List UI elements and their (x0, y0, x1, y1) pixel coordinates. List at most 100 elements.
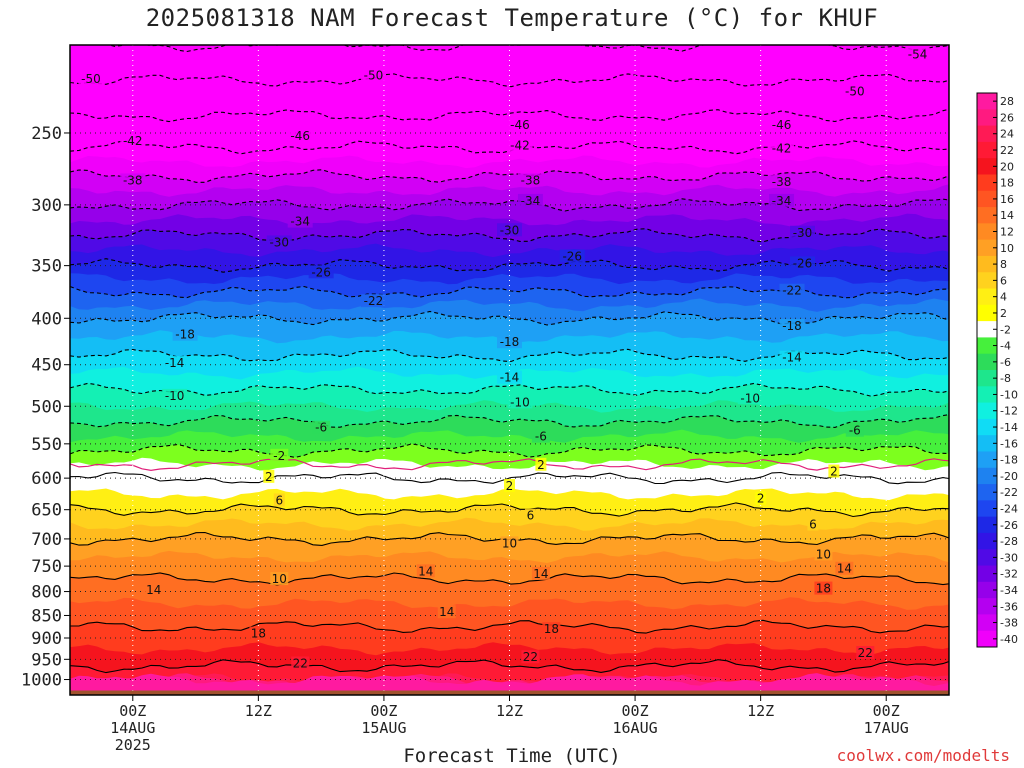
contour-label: -26 (793, 256, 813, 270)
contour-label-bg (755, 491, 767, 505)
contour-label: 18 (251, 627, 266, 641)
colorbar-label: -24 (1000, 503, 1018, 516)
x-tick-label: 00Z (370, 702, 397, 720)
contour-label: 22 (858, 646, 873, 660)
contour-label-bg (828, 464, 840, 478)
y-tick-label: 800 (31, 583, 62, 603)
isotherm-line (70, 258, 949, 273)
contour-label: -10 (740, 391, 760, 405)
y-tick-label: 550 (31, 435, 62, 455)
isotherm-line (70, 502, 949, 518)
contour-label: -54 (908, 48, 928, 62)
contour-label: -34 (521, 194, 541, 208)
colorbar-swatch (977, 484, 997, 501)
contour-label-bg (273, 493, 285, 507)
contour-label: -22 (364, 294, 384, 308)
colorbar-label: -28 (1000, 535, 1018, 548)
colorbar-swatch (977, 630, 997, 648)
y-tick-label: 600 (31, 469, 62, 489)
isotherm-line (70, 198, 949, 212)
contour-label-bg (814, 581, 833, 595)
colorbar-label: 16 (1000, 193, 1014, 206)
x-tick-date: 16AUG (612, 719, 657, 737)
contour-label-bg (504, 478, 515, 492)
contour-label: 10 (816, 547, 831, 561)
contour-label: 2 (830, 465, 838, 479)
colorbar-swatch (977, 158, 997, 175)
contour-label-bg (856, 646, 875, 660)
contour-label-bg (905, 47, 931, 61)
contour-label: -14 (782, 351, 802, 365)
contour-label: 14 (533, 567, 548, 581)
contour-label-bg (500, 536, 519, 550)
colorbar-swatch (977, 174, 997, 192)
contour-label: -10 (510, 395, 530, 409)
credit-link[interactable]: coolwx.com/modelts (836, 746, 1010, 765)
colorbar-swatch (977, 288, 997, 306)
contour-label: -42 (772, 141, 792, 155)
colorbar-label: 14 (1000, 209, 1014, 222)
isotherm-line (70, 382, 949, 397)
contour-label-bg (524, 508, 536, 522)
colorbar-swatch (977, 516, 997, 534)
contour-label-bg (769, 174, 795, 188)
x-tick-label: 12Z (245, 702, 272, 720)
y-tick-label: 400 (31, 309, 62, 329)
colorbar-label: -26 (1000, 519, 1018, 532)
colorbar-swatch (977, 435, 997, 452)
contour-label: -6 (849, 424, 861, 438)
colorbar-label: -36 (1000, 600, 1018, 613)
isotherm-line (70, 471, 949, 485)
colorbar-label: -20 (1000, 470, 1018, 483)
colorbar-swatch (977, 549, 997, 567)
colorbar-label: -16 (1000, 437, 1018, 450)
contour-label: -30 (500, 223, 520, 237)
contour-label-bg (120, 133, 146, 147)
contour-label-bg (790, 225, 815, 239)
colorbar-label: -2 (1000, 323, 1011, 336)
contour-label-bg (144, 583, 163, 597)
x-tick-label: 00Z (119, 702, 146, 720)
y-tick-label: 650 (31, 501, 62, 521)
freezing-line (70, 458, 949, 472)
colorbar-label: 24 (1000, 128, 1014, 141)
contour-label: 10 (502, 536, 517, 550)
colorbar-label: -40 (1000, 633, 1018, 646)
colorbar-label: -6 (1000, 356, 1011, 369)
contour-label: -38 (521, 173, 541, 187)
colorbar-label: 22 (1000, 144, 1014, 157)
isotherm-line (70, 285, 949, 299)
contour-label: 10 (272, 572, 287, 586)
contour-label: 18 (544, 622, 559, 636)
colorbar-label: 6 (1000, 274, 1007, 287)
contour-label-bg (769, 193, 795, 207)
colorbar-label: -10 (1000, 388, 1018, 401)
colorbar-label: 28 (1000, 95, 1014, 108)
contour-label: 2 (265, 470, 273, 484)
contour-label: -22 (782, 284, 802, 298)
contour-label-bg (120, 173, 146, 187)
contour-label-bg (263, 469, 275, 483)
contour-label-bg (266, 235, 292, 249)
contour-label: -26 (311, 265, 331, 279)
contour-label: -10 (165, 389, 185, 403)
colorbar-swatch (977, 598, 997, 615)
y-tick-label: 850 (31, 606, 62, 626)
contour-label-bg (291, 656, 310, 670)
x-tick-date: 15AUG (361, 719, 406, 737)
colorbar-label: 26 (1000, 111, 1014, 124)
colorbar-label: -4 (1000, 340, 1011, 353)
contour-label-bg (162, 355, 188, 369)
colorbar-swatch (977, 190, 997, 208)
contour-label-bg (845, 423, 864, 437)
contour-label: -6 (535, 430, 547, 444)
colorbar-legend: 28 26 24 22 20 18 16 14 12 10 8 6 4 2 -2 -4 -6 -8 -10 -12 -1… (976, 92, 1018, 648)
contour-label: -34 (772, 194, 792, 208)
contour-label-bg (769, 118, 795, 132)
contour-label-bg (507, 138, 533, 152)
colorbar-label: 10 (1000, 242, 1014, 255)
contour-label: 6 (275, 493, 283, 507)
colorbar-label: 20 (1000, 160, 1014, 173)
colorbar-swatch (977, 272, 997, 290)
